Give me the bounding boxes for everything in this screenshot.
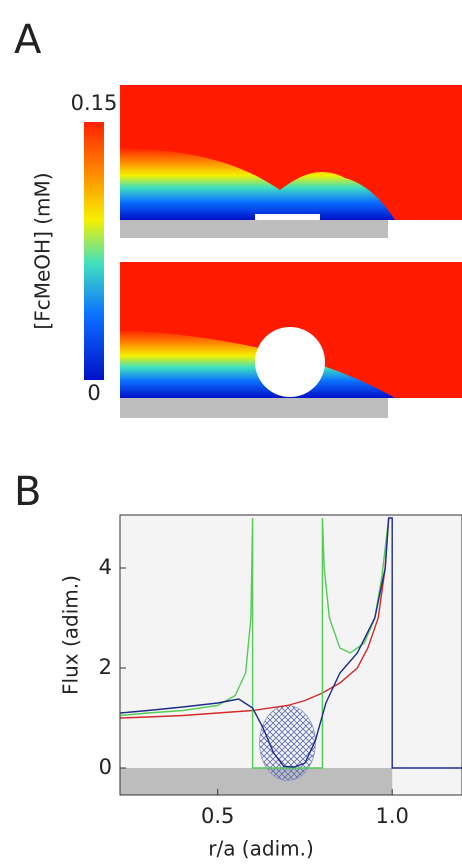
y-tick-label: 2 [99, 655, 112, 679]
y-axis-label: Flux (adim.) [59, 575, 83, 695]
sphere-shadow [259, 705, 316, 781]
x-axis-label: r/a (adim.) [208, 837, 314, 861]
x-tick-label: 0.5 [201, 804, 234, 828]
gap [255, 214, 320, 220]
panel-label: A [14, 17, 42, 63]
sphere [255, 327, 325, 397]
flux-line [120, 517, 390, 719]
colorbar [84, 122, 104, 380]
y-tick-label: 4 [99, 555, 112, 579]
colorbar-max: 0.15 [71, 91, 118, 115]
y-tick-label: 0 [99, 755, 112, 779]
x-tick-label: 1.0 [376, 804, 409, 828]
electrode [120, 768, 393, 795]
plot-frame [119, 514, 462, 796]
panel-label: B [14, 469, 41, 515]
electrode [120, 220, 388, 238]
flux-line [120, 517, 462, 769]
flux-line [120, 517, 390, 769]
depletion-layer [120, 148, 395, 220]
colorbar-label: [FcMeOH] (mM) [31, 172, 55, 329]
colorbar-min: 0 [87, 381, 100, 405]
electrode [120, 398, 388, 418]
